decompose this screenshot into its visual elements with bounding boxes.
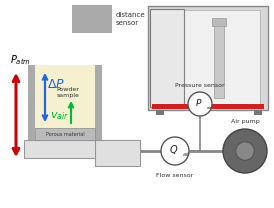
Bar bbox=[35, 128, 95, 140]
Text: $Q$: $Q$ bbox=[169, 144, 179, 156]
Circle shape bbox=[223, 129, 267, 173]
Text: Powder
sample: Powder sample bbox=[56, 87, 79, 98]
Text: $\Delta P$: $\Delta P$ bbox=[47, 78, 65, 91]
Text: Porous material: Porous material bbox=[46, 131, 84, 136]
Text: distance
sensor: distance sensor bbox=[116, 12, 145, 26]
Bar bbox=[24, 140, 140, 158]
Bar bbox=[148, 6, 268, 110]
Text: Air pump: Air pump bbox=[231, 119, 259, 124]
Text: $v_{air}$: $v_{air}$ bbox=[50, 110, 69, 122]
Bar bbox=[35, 65, 95, 140]
Text: $_{air}$: $_{air}$ bbox=[182, 151, 191, 159]
Circle shape bbox=[161, 137, 189, 165]
Circle shape bbox=[188, 92, 212, 116]
Bar bbox=[72, 5, 112, 33]
Text: Flow sensor: Flow sensor bbox=[156, 173, 194, 178]
Text: $P$: $P$ bbox=[195, 98, 203, 109]
Bar bbox=[212, 18, 226, 26]
Bar bbox=[214, 23, 224, 98]
Bar bbox=[152, 104, 264, 109]
Bar bbox=[28, 65, 35, 140]
Text: $_{air}$: $_{air}$ bbox=[206, 104, 214, 112]
Bar bbox=[156, 110, 164, 115]
Text: $P_{atm}$: $P_{atm}$ bbox=[10, 53, 31, 67]
Text: Pressure sensor: Pressure sensor bbox=[175, 83, 225, 88]
Bar bbox=[150, 9, 184, 107]
Bar bbox=[95, 65, 102, 140]
Bar bbox=[95, 140, 140, 166]
Circle shape bbox=[236, 142, 254, 160]
Bar bbox=[156, 10, 260, 104]
Bar bbox=[254, 110, 262, 115]
